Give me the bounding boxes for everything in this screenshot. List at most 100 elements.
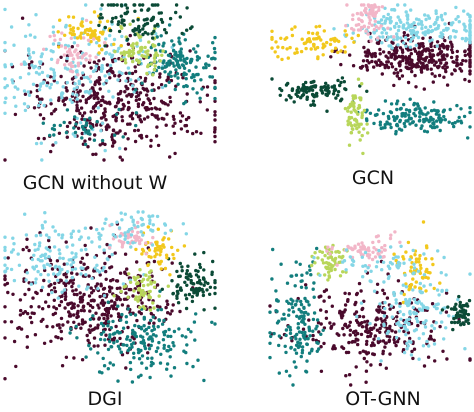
scatter-point-maroon — [127, 287, 131, 292]
scatter-point-maroon — [428, 52, 432, 56]
scatter-point-light_blue — [445, 288, 449, 292]
scatter-point-maroon — [434, 60, 438, 64]
scatter-point-light_blue — [120, 218, 124, 222]
scatter-point-dark_green — [206, 281, 210, 286]
scatter-point-pink — [58, 37, 63, 42]
scatter-point-light_blue — [351, 259, 356, 264]
scatter-point-teal — [285, 281, 290, 285]
scatter-point-dark_green — [309, 103, 313, 107]
scatter-point-light_blue — [3, 77, 7, 81]
scatter-point-teal — [91, 314, 95, 318]
scatter-point-maroon — [104, 127, 109, 132]
scatter-point-maroon — [125, 87, 129, 91]
scatter-point-teal — [407, 113, 411, 117]
scatter-point-lime — [127, 272, 131, 276]
scatter-point-yellow — [419, 266, 423, 270]
scatter-point-dark_green — [132, 3, 136, 7]
scatter-point-pink — [388, 236, 393, 241]
scatter-point-light_blue — [58, 256, 62, 260]
scatter-point-light_blue — [107, 89, 111, 94]
scatter-point-teal — [392, 115, 396, 119]
scatter-point-maroon — [117, 74, 121, 78]
scatter-point-teal — [113, 331, 117, 335]
scatter-point-maroon — [357, 281, 362, 286]
scatter-point-light_blue — [406, 321, 411, 326]
scatter-point-light_blue — [93, 68, 98, 72]
scatter-point-pink — [62, 53, 67, 57]
scatter-point-teal — [365, 108, 369, 112]
scatter-point-light_blue — [13, 85, 17, 89]
scatter-point-maroon — [443, 38, 447, 43]
scatter-point-teal — [308, 268, 312, 272]
scatter-point-teal — [412, 103, 416, 107]
scatter-point-yellow — [57, 45, 61, 49]
scatter-point-lime — [138, 305, 142, 310]
scatter-point-maroon — [168, 155, 172, 159]
scatter-point-maroon — [342, 333, 346, 337]
scatter-point-teal — [121, 326, 126, 330]
scatter-point-light_blue — [120, 71, 124, 76]
scatter-point-yellow — [153, 254, 157, 259]
scatter-point-teal — [432, 121, 436, 125]
scatter-point-light_blue — [448, 36, 452, 40]
scatter-point-pink — [347, 246, 351, 250]
scatter-point-light_blue — [468, 26, 472, 31]
scatter-point-maroon — [32, 106, 37, 110]
scatter-point-dark_green — [141, 27, 145, 31]
scatter-point-yellow — [293, 51, 297, 55]
scatter-point-teal — [68, 331, 72, 335]
scatter-point-pink — [359, 18, 364, 23]
scatter-point-maroon — [146, 89, 150, 93]
scatter-point-light_blue — [150, 243, 155, 247]
scatter-point-maroon — [118, 91, 122, 96]
scatter-point-teal — [388, 122, 392, 126]
scatter-point-light_blue — [97, 235, 101, 239]
scatter-point-maroon — [102, 286, 107, 291]
scatter-point-light_blue — [75, 69, 79, 73]
scatter-point-teal — [395, 107, 399, 112]
scatter-point-maroon — [422, 87, 426, 91]
scatter-point-light_blue — [421, 31, 425, 35]
scatter-point-teal — [317, 347, 321, 351]
scatter-point-light_blue — [404, 44, 408, 48]
scatter-point-maroon — [106, 316, 110, 320]
scatter-point-maroon — [92, 105, 96, 109]
scatter-point-maroon — [422, 364, 427, 368]
scatter-point-maroon — [80, 358, 85, 362]
scatter-point-pink — [70, 53, 74, 57]
scatter-point-maroon — [213, 113, 217, 117]
scatter-point-teal — [405, 119, 410, 123]
scatter-point-maroon — [430, 48, 435, 53]
scatter-point-teal — [288, 328, 293, 332]
scatter-point-teal — [400, 114, 404, 118]
scatter-point-light_blue — [30, 63, 34, 67]
scatter-point-maroon — [97, 306, 101, 310]
scatter-point-teal — [169, 347, 173, 352]
scatter-point-lime — [360, 82, 364, 86]
scatter-point-light_blue — [26, 104, 30, 109]
scatter-point-dark_green — [303, 85, 307, 89]
scatter-point-light_blue — [399, 244, 403, 248]
scatter-point-teal — [137, 357, 142, 361]
scatter-point-teal — [296, 340, 300, 344]
scatter-point-maroon — [213, 66, 217, 71]
scatter-point-pink — [84, 52, 88, 56]
scatter-point-dark_green — [290, 88, 294, 93]
scatter-point-teal — [442, 114, 446, 119]
scatter-point-maroon — [213, 130, 217, 134]
scatter-point-light_blue — [399, 36, 403, 40]
scatter-point-teal — [213, 85, 217, 90]
scatter-point-teal — [435, 119, 439, 123]
scatter-point-maroon — [48, 258, 53, 263]
scatter-point-maroon — [393, 330, 398, 334]
scatter-point-dark_green — [365, 89, 369, 94]
scatter-point-maroon — [411, 356, 415, 361]
scatter-point-maroon — [145, 93, 149, 97]
scatter-point-teal — [74, 122, 78, 126]
scatter-point-lime — [131, 42, 135, 46]
scatter-point-maroon — [80, 319, 85, 324]
scatter-point-lime — [146, 283, 150, 287]
scatter-point-maroon — [301, 327, 306, 331]
scatter-point-dark_green — [156, 3, 160, 7]
scatter-point-dark_green — [440, 308, 445, 312]
